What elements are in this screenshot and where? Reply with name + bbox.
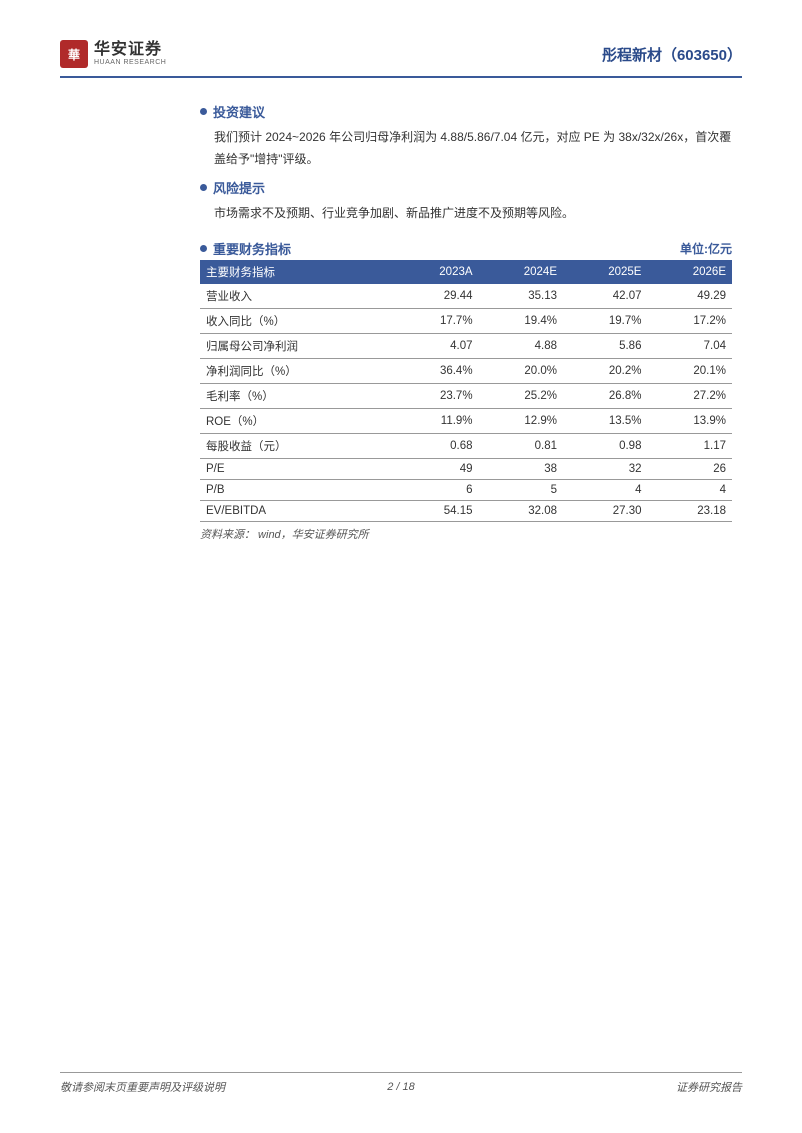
table-cell: 42.07 [563,284,647,309]
table-cell: 17.2% [647,308,732,333]
table-cell: 35.13 [479,284,563,309]
table-cell: 26 [647,458,732,479]
table-cell: 1.17 [647,433,732,458]
section-head-risk: 风险提示 [200,178,732,197]
section-title-invest: 投资建议 [213,102,265,121]
table-cell: 20.0% [479,358,563,383]
page-footer: 敬请参阅末页重要声明及评级说明 2 / 18 证券研究报告 [60,1072,742,1095]
table-cell: 5.86 [563,333,647,358]
table-title-row: 重要财务指标 单位:亿元 [200,239,732,258]
main-content: 投资建议 我们预计 2024~2026 年公司归母净利润为 4.88/5.86/… [200,102,732,542]
footer-left: 敬请参阅末页重要声明及评级说明 [60,1079,225,1095]
table-row: 净利润同比（%）36.4%20.0%20.2%20.1% [200,358,732,383]
table-cell: 32 [563,458,647,479]
table-cell: 27.30 [563,500,647,521]
table-row: P/E49383226 [200,458,732,479]
table-cell: 4.07 [394,333,478,358]
col-header-4: 2026E [647,260,732,284]
table-source: 资料来源： wind，华安证券研究所 [200,526,732,542]
table-row: EV/EBITDA54.1532.0827.3023.18 [200,500,732,521]
col-header-3: 2025E [563,260,647,284]
table-cell: 19.7% [563,308,647,333]
table-cell: 归属母公司净利润 [200,333,394,358]
table-cell: 20.1% [647,358,732,383]
logo-seal-icon: 華 [60,40,88,68]
table-cell: 20.2% [563,358,647,383]
table-cell: P/B [200,479,394,500]
table-cell: 54.15 [394,500,478,521]
table-cell: ROE（%） [200,408,394,433]
table-cell: P/E [200,458,394,479]
bullet-icon [200,184,207,191]
table-cell: 4 [647,479,732,500]
page-container: 華 华安证券 HUAAN RESEARCH 彤程新材（603650） 投资建议 … [0,0,802,1133]
table-cell: 38 [479,458,563,479]
table-unit: 单位:亿元 [680,240,732,257]
table-cell: 32.08 [479,500,563,521]
table-cell: 收入同比（%） [200,308,394,333]
table-header: 主要财务指标 2023A 2024E 2025E 2026E [200,260,732,284]
page-header: 華 华安证券 HUAAN RESEARCH 彤程新材（603650） [60,40,742,78]
financial-table: 主要财务指标 2023A 2024E 2025E 2026E 营业收入29.44… [200,260,732,522]
table-cell: 49 [394,458,478,479]
table-cell: 17.7% [394,308,478,333]
table-cell: 4.88 [479,333,563,358]
table-cell: 6 [394,479,478,500]
logo-text: 华安证券 HUAAN RESEARCH [94,41,166,66]
table-cell: 营业收入 [200,284,394,309]
col-header-1: 2023A [394,260,478,284]
table-cell: 12.9% [479,408,563,433]
table-row: 营业收入29.4435.1342.0749.29 [200,284,732,309]
logo-block: 華 华安证券 HUAAN RESEARCH [60,40,166,68]
table-cell: 49.29 [647,284,732,309]
table-cell: 23.7% [394,383,478,408]
table-cell: 27.2% [647,383,732,408]
table-cell: 0.81 [479,433,563,458]
table-cell: 26.8% [563,383,647,408]
table-cell: 7.04 [647,333,732,358]
table-title-left: 重要财务指标 [200,239,291,258]
footer-page-number: 2 / 18 [387,1081,415,1093]
company-title: 彤程新材（603650） [602,44,742,65]
table-cell: 每股收益（元） [200,433,394,458]
col-header-2: 2024E [479,260,563,284]
table-row: ROE（%）11.9%12.9%13.5%13.9% [200,408,732,433]
table-row: 每股收益（元）0.680.810.981.17 [200,433,732,458]
table-cell: 净利润同比（%） [200,358,394,383]
table-cell: 11.9% [394,408,478,433]
col-header-0: 主要财务指标 [200,260,394,284]
table-body: 营业收入29.4435.1342.0749.29收入同比（%）17.7%19.4… [200,284,732,522]
section-title-risk: 风险提示 [213,178,265,197]
bullet-icon [200,108,207,115]
table-cell: 19.4% [479,308,563,333]
table-row: 收入同比（%）17.7%19.4%19.7%17.2% [200,308,732,333]
section-body-risk: 市场需求不及预期、行业竞争加剧、新品推广进度不及预期等风险。 [214,203,732,225]
table-cell: 13.5% [563,408,647,433]
footer-right: 证券研究报告 [676,1079,742,1095]
logo-en-text: HUAAN RESEARCH [94,59,166,67]
table-cell: 4 [563,479,647,500]
table-cell: 36.4% [394,358,478,383]
table-header-row: 主要财务指标 2023A 2024E 2025E 2026E [200,260,732,284]
section-body-invest: 我们预计 2024~2026 年公司归母净利润为 4.88/5.86/7.04 … [214,127,732,170]
table-cell: 29.44 [394,284,478,309]
section-head-invest: 投资建议 [200,102,732,121]
table-cell: 25.2% [479,383,563,408]
table-cell: 23.18 [647,500,732,521]
table-row: 毛利率（%）23.7%25.2%26.8%27.2% [200,383,732,408]
table-row: P/B6544 [200,479,732,500]
table-cell: 13.9% [647,408,732,433]
bullet-icon [200,245,207,252]
table-cell: 0.68 [394,433,478,458]
table-row: 归属母公司净利润4.074.885.867.04 [200,333,732,358]
table-cell: 5 [479,479,563,500]
table-cell: 0.98 [563,433,647,458]
logo-cn-text: 华安证券 [94,41,166,59]
table-cell: 毛利率（%） [200,383,394,408]
table-title: 重要财务指标 [213,239,291,258]
table-cell: EV/EBITDA [200,500,394,521]
